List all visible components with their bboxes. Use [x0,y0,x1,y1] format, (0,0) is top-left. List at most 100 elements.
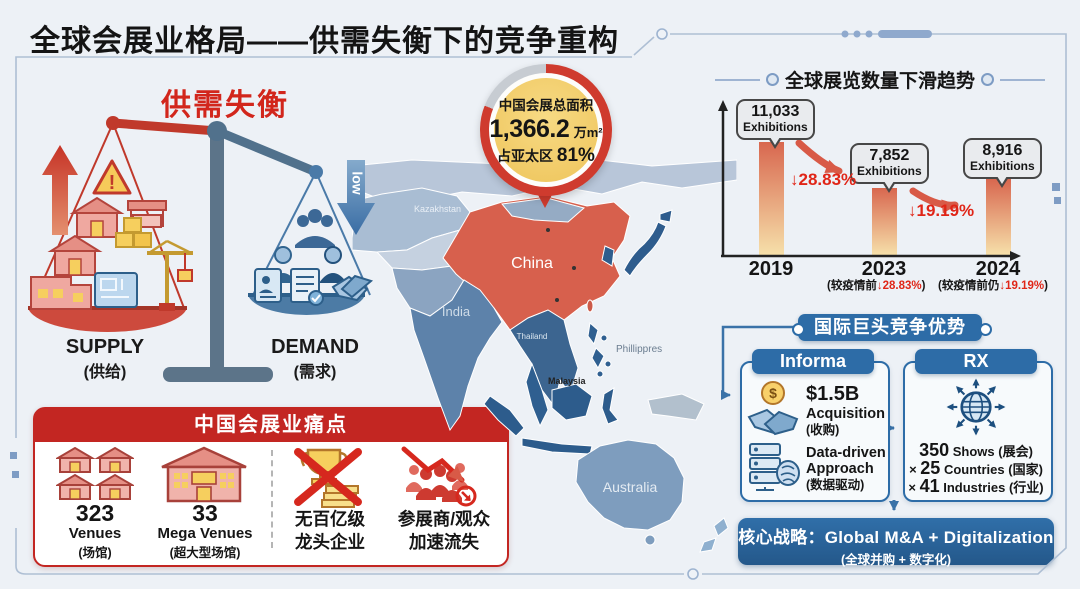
bar-2019 [759,142,784,255]
bubble-2024-value: 8,916 [982,142,1023,159]
map-new-zealand-south [699,537,717,553]
no-giant-text: 无百亿级 龙头企业 [286,508,374,554]
informa-amount-label: Acquisition [806,406,885,422]
note-2024-suffix: ) [1044,280,1048,292]
imbalance-title: 供需失衡 [161,89,289,122]
year-2019: 2019 [748,258,794,280]
badge-person-icon [254,268,282,303]
strategy-banner: 核心战略：Global M&A + Digitalization (全球并购 +… [738,518,1054,567]
map-city-dots [546,228,576,302]
chart-title: 全球展览数量下滑趋势 [785,71,976,92]
rx-countries-prefix: × [909,462,917,477]
informa-amount-sub: (收购) [806,423,840,437]
venues-label: Venues [68,525,122,542]
rx-industries-prefix: × [908,480,916,495]
callout-share-value: 81% [556,144,595,166]
decline-chart-plot [718,100,1021,261]
note-2023-value: ↓28.83% [876,280,922,292]
audience-loss-line1: 参展商/观众 [397,509,491,529]
demand-sub-label: (需求) [293,364,337,381]
note-2023-prefix: (较疫情前 [827,280,877,292]
rx-countries-label: Countries [943,462,1005,477]
demand-label: DEMAND [271,336,359,358]
blueprint-icon [94,272,138,308]
handshake-icon [331,274,374,302]
demand-down-arrow [337,160,375,235]
painpoints-divider [271,450,273,548]
low-label: low [349,171,365,194]
document-check-icon [290,268,324,306]
mega-venues-count: 33 [192,500,218,526]
map-malay-peninsula [525,362,549,428]
callout-body: 中国会展总面积 1,366.2 万m² 占亚太区 81% [489,78,603,182]
supply-sub-label: (供给) [83,364,127,381]
informa-approach-line2: Approach [806,461,874,477]
map-new-guinea [647,393,705,421]
bubble-2023-value: 7,852 [869,147,910,164]
map-new-zealand [713,517,729,537]
svg-text:!: ! [109,172,116,194]
venue-house-icon [47,234,103,276]
balance-scale-graphic: ! [28,116,375,382]
venues-count: 323 [75,500,115,526]
warning-icon: ! [92,159,132,195]
acquisition-handshake-icon: $ [747,381,799,436]
dollar-symbol: $ [769,385,777,401]
bubble-2024: 8,916 Exhibitions [963,138,1042,179]
map-label-china: China [511,255,553,272]
title-line-right [1000,78,1046,81]
bubble-2023: 7,852 Exhibitions [850,143,929,184]
map-label-india: India [442,304,471,319]
bar-2023 [872,188,897,255]
rx-industries-label: Industries [943,480,1006,495]
informa-approach-line1: Data-driven [806,445,886,461]
title-line-left [715,78,760,81]
note-2023: (较疫情前↓28.83%) [827,277,925,293]
strategy-line2: (全球并购 + 数字化) [840,553,952,567]
supply-up-arrow [42,145,78,235]
data-server-brain-icon [749,443,800,491]
map-philippines [587,322,612,378]
venue-house-icon [69,196,125,238]
audience-loss-icon [401,446,477,507]
venues-icon [57,447,133,500]
bubble-2019: 11,033 Exhibitions [736,99,815,140]
map-sulawesi [601,387,619,425]
rx-row-countries: × 25 Countries (国家) [903,458,1049,478]
bubble-2024-unit: Exhibitions [970,159,1035,174]
giants-title-dot-left [792,323,805,336]
mega-venue-icon [161,446,247,503]
informa-approach-sub: (数据驱动) [806,478,865,492]
map-borneo [551,383,593,421]
rx-row-industries: × 41 Industries (行业) [903,477,1049,496]
year-2023: 2023 [861,258,907,280]
rx-shows-label: Shows [952,444,995,459]
callout-value: 1,366.2 [489,114,570,143]
callout-unit: 万m² [573,124,603,140]
giants-title-dot-right [979,323,992,336]
title-dot-right [981,73,995,86]
global-reach-globe-icon [946,378,1006,436]
audience-loss-text: 参展商/观众 加速流失 [392,508,496,554]
callout-line1: 中国会展总面积 [498,97,594,113]
bubble-2023-unit: Exhibitions [857,164,922,179]
note-2024-prefix: (较疫情前仍 [938,280,1000,292]
map-label-kazakhstan: Kazakhstan [414,204,461,214]
china-callout: 中国会展总面积 1,366.2 万m² 占亚太区 81% [480,64,612,196]
factory-icon [30,276,92,310]
rx-countries-num: 25 [920,458,941,478]
no-giant-line2: 龙头企业 [295,531,365,552]
mega-venues-label: Mega Venues [157,525,253,542]
drop-label-2: ↓19.19% [908,201,975,220]
drop-arrow-1 [795,139,843,175]
informa-header: Informa [752,349,874,374]
map-java [521,437,593,455]
map-taiwan [586,299,594,313]
map-label-australia: Australia [603,479,658,495]
map-india [409,279,503,432]
callout-share-prefix: 占亚太区 [497,147,554,164]
businessman-icon [319,246,347,283]
map-label-thailand: Thailand [517,332,548,341]
map-tasmania [644,534,656,546]
